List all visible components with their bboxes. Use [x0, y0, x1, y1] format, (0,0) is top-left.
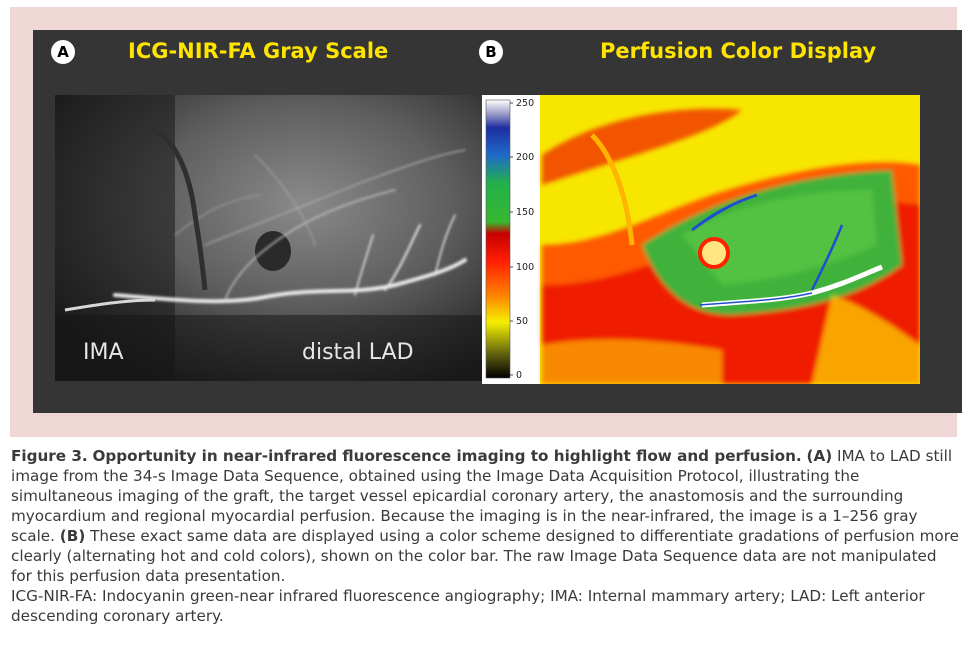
panel-a-title: ICG-NIR-FA Gray Scale: [128, 39, 389, 63]
colorbar-tick-250: 250: [516, 98, 534, 109]
caption-a-text: IMA to LAD still image from the 34-s Ima…: [11, 447, 953, 545]
colorbar-tick-200: 200: [516, 152, 534, 163]
caption-b-text: These exact same data are displayed usin…: [11, 527, 959, 585]
colorbar-tick-100: 100: [516, 262, 534, 273]
panel-a-letter: A: [51, 40, 75, 64]
figure-caption: Figure 3. Opportunity in near-infrared f…: [11, 446, 959, 626]
caption-label: Figure 3.: [11, 447, 88, 465]
colorbar-tick-50: 50: [516, 316, 528, 327]
panel-b-title: Perfusion Color Display: [600, 39, 877, 63]
caption-a-marker: (A): [806, 447, 833, 465]
caption-title: Opportunity in near-infrared fluorescenc…: [92, 447, 802, 465]
caption-abbreviations: ICG-NIR-FA: Indocyanin green-near infrar…: [11, 587, 925, 625]
perfusion-color-image: 250 200 150 100 50 0: [482, 95, 920, 384]
colorbar-tick-150: 150: [516, 207, 534, 218]
panel-b-letter: B: [479, 40, 503, 64]
distal-lad-label: distal LAD: [302, 340, 414, 365]
ima-label: IMA: [83, 340, 124, 365]
caption-b-marker: (B): [59, 527, 86, 545]
grayscale-angiography-image: [55, 95, 483, 381]
colorbar-tick-0: 0: [516, 370, 522, 381]
